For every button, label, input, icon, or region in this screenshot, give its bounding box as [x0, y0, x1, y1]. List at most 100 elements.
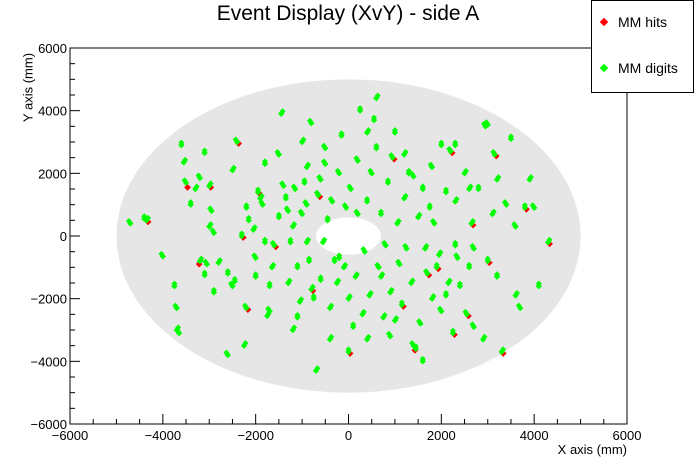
y-tick-label: −2000 [30, 292, 67, 307]
digit-point [367, 290, 374, 297]
y-tick-label: 0 [60, 229, 67, 244]
digit-point [423, 243, 430, 250]
digit-point [201, 147, 208, 154]
digit-point [182, 156, 189, 163]
digit-point [287, 236, 294, 243]
digit-point [426, 202, 433, 209]
digit-point [310, 293, 317, 300]
legend-entry-hits: MM hits [592, 13, 693, 33]
digit-point [201, 269, 208, 276]
digit-point [409, 170, 416, 177]
digit-point [258, 192, 265, 199]
digit-point [453, 196, 460, 203]
digit-point [277, 110, 285, 117]
digit-point [515, 302, 522, 309]
detector-hole [316, 217, 381, 255]
digit-point [207, 180, 214, 187]
digit-point [353, 208, 360, 215]
digit-point [484, 255, 491, 262]
digit-point [198, 255, 205, 262]
digit-point [483, 119, 490, 126]
digit-point [388, 286, 395, 293]
digit-point [306, 255, 313, 262]
digit-point [305, 161, 312, 168]
digit-point [377, 208, 384, 215]
digit-point [290, 183, 297, 190]
digit-marker-icon [599, 63, 609, 73]
digit-point [456, 280, 463, 287]
digit-point [266, 280, 273, 287]
digit-point [274, 149, 281, 156]
digit-point [238, 230, 245, 237]
digit-point [360, 246, 367, 253]
digit-point [291, 221, 298, 228]
digit-point [300, 136, 307, 143]
digit-point [364, 196, 371, 203]
digit-point [342, 261, 349, 268]
digit-point [374, 92, 381, 99]
digit-point [294, 311, 301, 318]
digit-point [158, 250, 165, 257]
digit-point [243, 202, 250, 209]
y-axis-label: Y axis (mm) [20, 52, 36, 123]
digit-point [353, 271, 360, 278]
digit-point [232, 136, 239, 143]
digit-point [306, 117, 313, 124]
digit-point [529, 202, 536, 209]
legend-entry-digits: MM digits [592, 59, 693, 79]
digit-point [512, 292, 519, 299]
digit-point [261, 236, 268, 243]
digit-point [452, 139, 459, 146]
legend: MM hits MM digits [591, 0, 694, 93]
digit-point [419, 355, 426, 362]
digit-point [374, 261, 381, 268]
digit-point [181, 177, 188, 184]
digit-point [230, 164, 237, 171]
digit-point [243, 304, 250, 312]
digit-point [345, 346, 352, 353]
digit-point [495, 174, 502, 181]
digit-point [395, 258, 402, 265]
digit-point [341, 202, 348, 209]
digit-point [409, 277, 416, 284]
digit-point [173, 304, 180, 312]
digit-point [511, 221, 518, 228]
digit-point [223, 349, 230, 356]
digit-point [423, 268, 430, 275]
hit-point [184, 183, 191, 191]
digit-point [254, 186, 261, 193]
digit-point [298, 296, 305, 303]
digit-point [507, 133, 514, 140]
digit-point [206, 182, 213, 190]
digit-point [393, 315, 400, 322]
digit-point [279, 108, 286, 115]
digit-point [514, 290, 520, 297]
digit-point [416, 211, 423, 218]
hit-marker-icon [599, 17, 609, 27]
digit-point [429, 217, 436, 224]
digit-point [241, 302, 248, 309]
digit-point [360, 308, 367, 315]
digit-point [224, 268, 231, 275]
digit-point [433, 261, 440, 268]
digit-point [462, 167, 469, 174]
digit-point [171, 280, 178, 287]
digit-point [527, 174, 534, 181]
digit-point [365, 127, 372, 134]
digit-point [302, 199, 309, 206]
digit-point [490, 149, 497, 156]
digit-point [521, 202, 528, 209]
digit-point [419, 183, 426, 190]
digit-point [321, 236, 328, 243]
digit-point [291, 324, 298, 331]
y-tick-label: −6000 [30, 417, 67, 432]
digit-point [373, 142, 380, 149]
y-tick-label: −4000 [30, 354, 67, 369]
digit-point [416, 318, 423, 325]
digit-point [261, 158, 268, 165]
digit-point [319, 239, 327, 246]
digit-point [402, 192, 409, 199]
digit-point [314, 365, 321, 372]
digit-point [305, 236, 312, 243]
digit-point [412, 343, 419, 350]
